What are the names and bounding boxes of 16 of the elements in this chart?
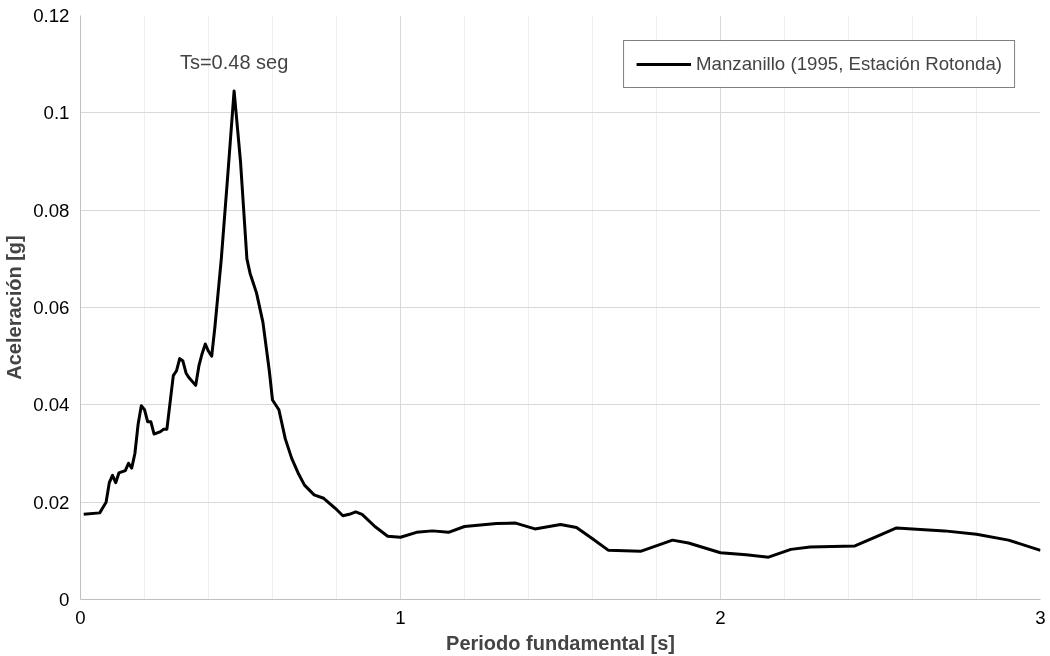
annotation: Ts=0.48 seg xyxy=(179,50,289,73)
legend-label: Manzanillo (1995, Estación Rotonda) xyxy=(696,53,1002,75)
y-tick-label: 0.02 xyxy=(33,491,70,513)
x-tick-label: 0 xyxy=(75,606,86,628)
x-tick-label: 3 xyxy=(1035,606,1046,628)
line-series xyxy=(82,89,1041,559)
x-axis-title: Periodo fundamental [s] xyxy=(446,631,675,654)
y-tick-label: 0.04 xyxy=(33,394,70,416)
y-tick-label: 0.06 xyxy=(33,297,70,318)
y-axis-title: Aceleración [g] xyxy=(3,235,26,380)
y-tick-label: 0 xyxy=(59,589,70,610)
y-tick-label: 0.1 xyxy=(43,102,70,124)
x-tick-label: 1 xyxy=(395,606,406,628)
y-tick-label: 0.08 xyxy=(33,199,70,221)
y-tick-label: 0.12 xyxy=(33,5,70,26)
x-tick-label: 2 xyxy=(715,606,726,628)
